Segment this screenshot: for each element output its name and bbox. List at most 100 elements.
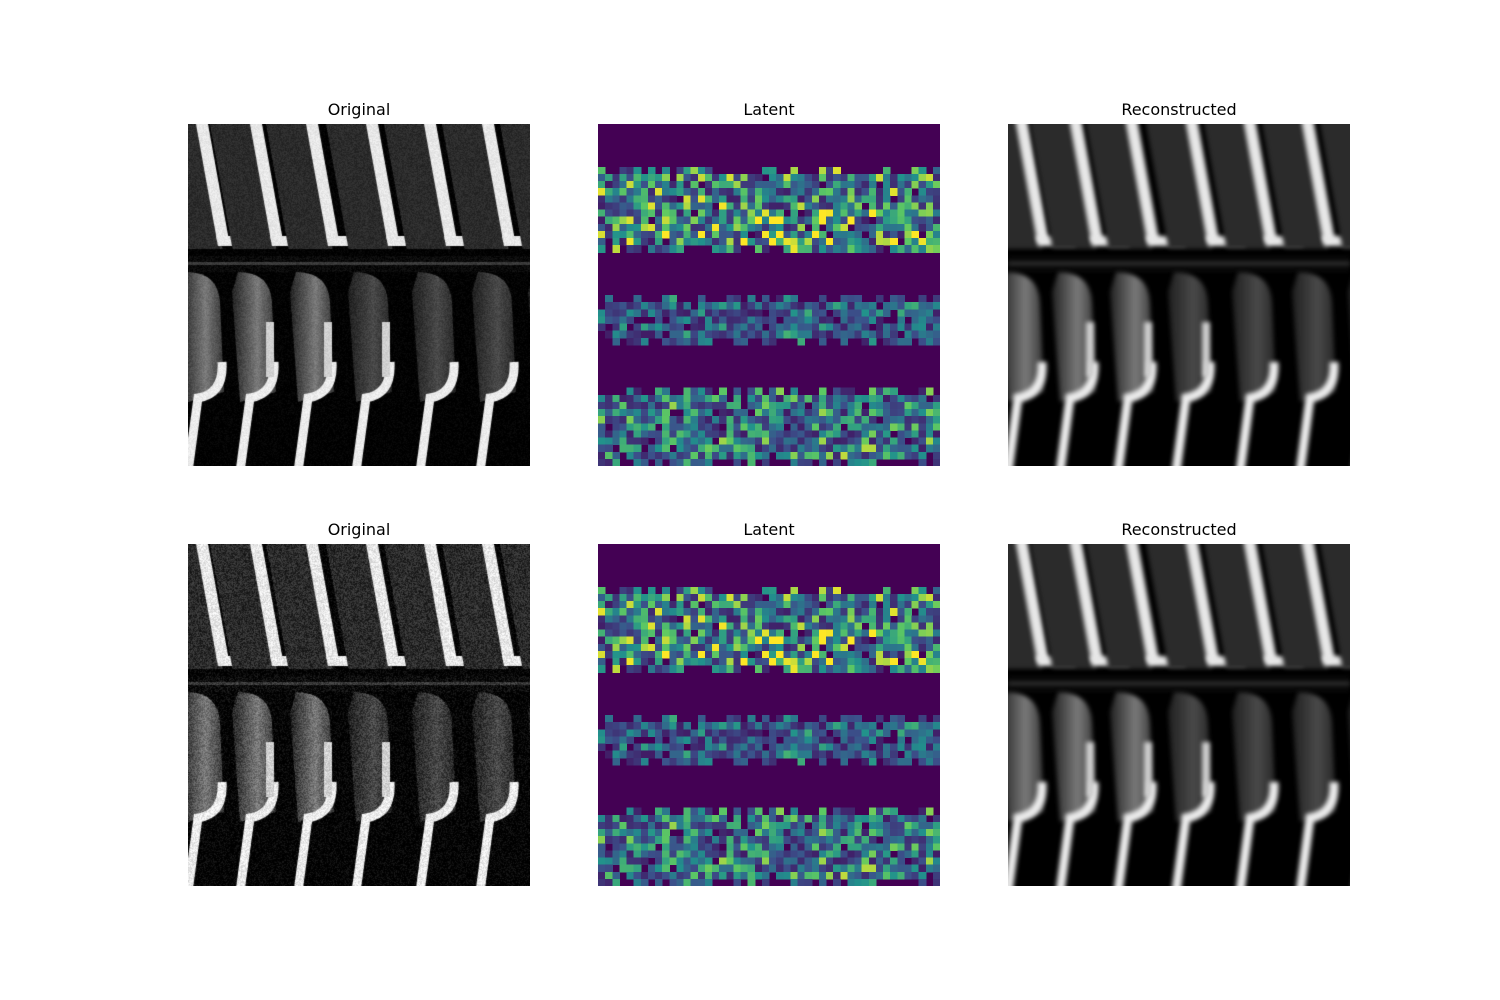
latent-cell: [932, 188, 940, 196]
latent-cell: [875, 238, 884, 246]
latent-cell: [875, 850, 884, 859]
latent-cell: [647, 658, 656, 666]
latent-cell: [733, 665, 742, 673]
latent-cell: [811, 316, 820, 325]
latent-cell: [797, 665, 806, 673]
latent-cell: [918, 871, 927, 880]
latent-cell: [861, 750, 870, 759]
latent-cell: [598, 202, 606, 211]
latent-cell: [619, 729, 628, 737]
latent-cell: [598, 216, 606, 225]
latent-cell: [904, 173, 913, 182]
latent-cell: [826, 202, 834, 211]
latent-cell: [769, 337, 777, 346]
latent-cell: [875, 743, 884, 752]
latent-cell: [733, 736, 742, 745]
latent-cell: [633, 857, 642, 866]
latent-cell: [804, 451, 813, 460]
latent-cell: [690, 430, 699, 439]
latent-cell: [804, 829, 813, 837]
latent-cell: [840, 302, 848, 310]
latent-cell: [669, 223, 677, 232]
latent-cell: [918, 750, 927, 759]
latent-cell: [683, 302, 692, 310]
latent-cell: [712, 643, 720, 652]
latent-cell: [840, 451, 848, 460]
latent-cell: [733, 871, 742, 880]
latent-cell: [875, 864, 884, 873]
latent-cell: [733, 836, 742, 844]
latent-cell: [769, 586, 777, 595]
latent-cell: [605, 223, 613, 232]
latent-cell: [676, 650, 685, 659]
latent-cell: [719, 223, 727, 232]
latent-cell: [925, 729, 934, 737]
latent-cell: [840, 181, 848, 189]
latent-cell: [640, 430, 649, 439]
latent-cell: [605, 216, 613, 225]
latent-cell: [783, 658, 791, 666]
latent-cell: [633, 843, 642, 851]
latent-cell: [818, 216, 827, 225]
latent-cell: [868, 330, 877, 339]
latent-cell: [911, 750, 920, 759]
latent-cell: [697, 743, 706, 752]
latent-cell: [598, 643, 606, 652]
latent-cell: [790, 650, 799, 659]
latent-cell: [626, 629, 635, 638]
latent-cell: [655, 643, 663, 652]
latent-cell: [640, 636, 649, 645]
latent-cell: [925, 665, 934, 673]
latent-cell: [769, 650, 777, 659]
latent-cell: [783, 181, 791, 189]
latent-cell: [875, 387, 884, 396]
latent-cell: [754, 601, 763, 609]
latent-cell: [747, 836, 756, 844]
latent-cell: [911, 173, 920, 182]
latent-cell: [669, 878, 677, 886]
latent-cell: [676, 601, 685, 609]
latent-cell: [704, 230, 713, 239]
latent-cell: [683, 814, 692, 823]
latent-cell: [747, 173, 756, 182]
latent-cell: [875, 871, 884, 880]
latent-cell: [640, 601, 649, 609]
latent-cell: [804, 608, 813, 616]
latent-cell: [790, 458, 799, 466]
latent-cell: [804, 209, 813, 218]
latent-cell: [655, 330, 663, 339]
latent-cell: [683, 437, 692, 446]
latent-cell: [932, 757, 940, 766]
latent-cell: [804, 593, 813, 602]
latent-cell: [925, 223, 934, 232]
latent-cell: [883, 394, 891, 403]
latent-cell: [890, 750, 898, 759]
latent-cell: [719, 829, 727, 837]
latent-cell: [890, 223, 898, 232]
latent-cell: [811, 843, 820, 851]
latent-cell: [776, 181, 784, 189]
latent-cell: [890, 871, 898, 880]
latent-cell: [904, 743, 913, 752]
latent-cell: [783, 736, 791, 745]
latent-cell: [733, 629, 742, 638]
latent-cell: [598, 850, 606, 859]
latent-cell: [619, 601, 628, 609]
latent-cell: [868, 316, 877, 325]
latent-cell: [626, 750, 635, 759]
latent-cell: [925, 330, 934, 339]
latent-cell: [733, 615, 742, 623]
latent-cell: [719, 323, 727, 332]
latent-cell: [790, 173, 799, 182]
latent-cell: [897, 181, 905, 189]
latent-cell: [655, 309, 663, 317]
latent-cell: [647, 601, 656, 609]
latent-cell: [647, 843, 656, 851]
latent-cell: [854, 295, 863, 303]
latent-cell: [769, 437, 777, 446]
latent-cell: [754, 608, 763, 616]
latent-cell: [647, 423, 656, 431]
latent-cell: [761, 871, 770, 880]
latent-cell: [932, 245, 940, 253]
latent-cell: [747, 878, 756, 886]
